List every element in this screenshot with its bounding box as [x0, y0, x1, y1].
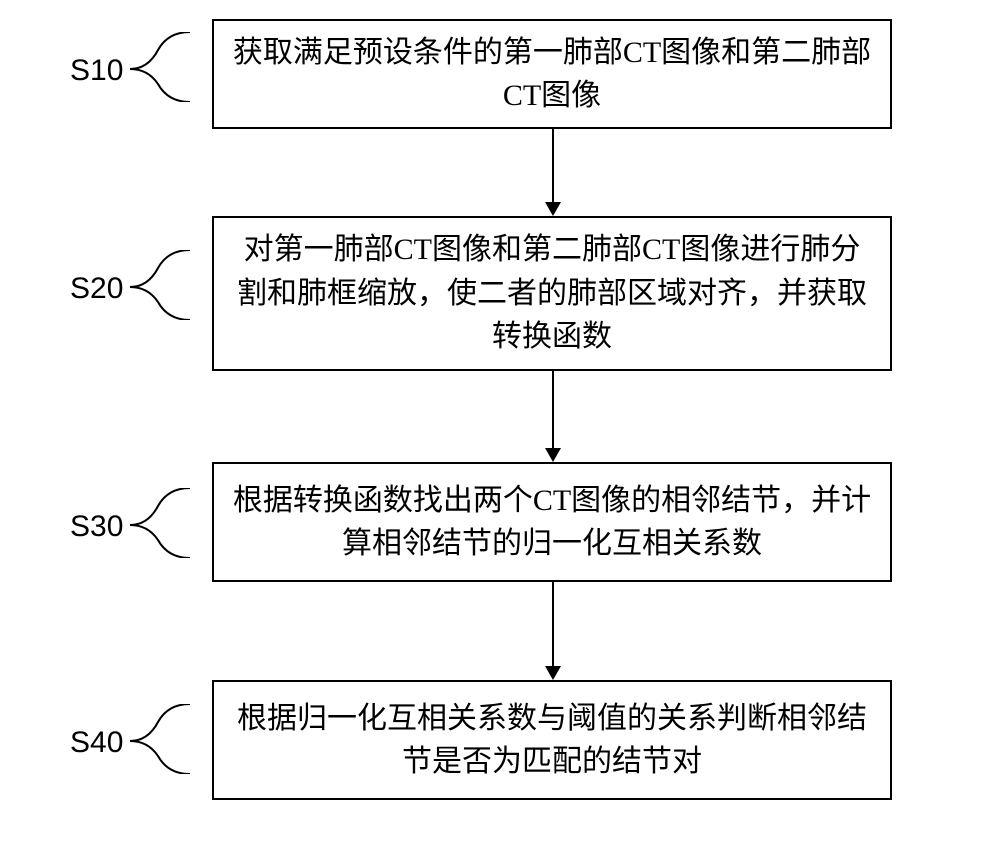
step-text-s40: 根据归一化互相关系数与阈值的关系判断相邻结节是否为匹配的结节对 — [232, 697, 872, 784]
label-curve-s20 — [130, 250, 190, 320]
label-curve-s10 — [130, 32, 190, 102]
step-box-s10: 获取满足预设条件的第一肺部CT图像和第二肺部CT图像 — [212, 19, 892, 129]
arrow-head-1 — [545, 202, 561, 216]
step-box-s30: 根据转换函数找出两个CT图像的相邻结节，并计算相邻结节的归一化互相关系数 — [212, 462, 892, 582]
step-text-s10: 获取满足预设条件的第一肺部CT图像和第二肺部CT图像 — [232, 31, 872, 118]
connector-1 — [552, 129, 554, 202]
connector-2 — [552, 371, 554, 448]
step-label-s10: S10 — [70, 54, 123, 88]
step-label-s30: S30 — [70, 510, 123, 544]
arrow-head-2 — [545, 448, 561, 462]
step-text-s20: 对第一肺部CT图像和第二肺部CT图像进行肺分割和肺框缩放，使二者的肺部区域对齐，… — [232, 228, 872, 359]
step-box-s20: 对第一肺部CT图像和第二肺部CT图像进行肺分割和肺框缩放，使二者的肺部区域对齐，… — [212, 216, 892, 371]
step-text-s30: 根据转换函数找出两个CT图像的相邻结节，并计算相邻结节的归一化互相关系数 — [232, 479, 872, 566]
step-label-s20: S20 — [70, 272, 123, 306]
connector-3 — [552, 582, 554, 666]
label-curve-s30 — [130, 488, 190, 558]
flowchart-container: S10 获取满足预设条件的第一肺部CT图像和第二肺部CT图像 S20 对第一肺部… — [0, 0, 1000, 851]
step-box-s40: 根据归一化互相关系数与阈值的关系判断相邻结节是否为匹配的结节对 — [212, 680, 892, 800]
step-label-s40: S40 — [70, 726, 123, 760]
label-curve-s40 — [130, 704, 190, 774]
arrow-head-3 — [545, 666, 561, 680]
